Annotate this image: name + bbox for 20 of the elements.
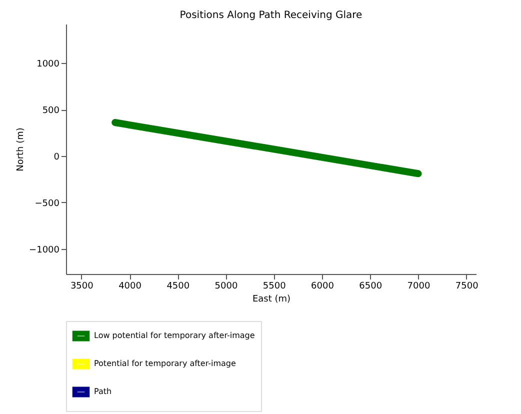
y-tick-label: −500 bbox=[34, 198, 60, 209]
legend-label: Path bbox=[94, 387, 112, 396]
x-tick-label: 4500 bbox=[166, 282, 190, 292]
legend-label: Low potential for temporary after-image bbox=[94, 331, 255, 340]
x-tick-label: 3500 bbox=[70, 282, 94, 292]
y-tick-label: 0 bbox=[54, 152, 60, 162]
x-tick-label: 4000 bbox=[118, 282, 142, 292]
x-axis-title: East (m) bbox=[252, 294, 291, 304]
y-tick-label: −1000 bbox=[29, 245, 60, 256]
y-tick-label: 1000 bbox=[36, 60, 60, 70]
x-tick-label: 7500 bbox=[455, 282, 479, 292]
x-tick-label: 7000 bbox=[407, 282, 430, 292]
legend-label: Potential for temporary after-image bbox=[94, 359, 236, 368]
y-axis-title: North (m) bbox=[16, 128, 26, 172]
x-tick-label: 5500 bbox=[262, 282, 286, 292]
x-tick-label: 6500 bbox=[359, 282, 382, 292]
x-tick-label: 6000 bbox=[311, 282, 334, 292]
y-tick-label: 500 bbox=[42, 106, 60, 116]
x-tick-label: 5000 bbox=[214, 282, 238, 292]
chart-title: Positions Along Path Receiving Glare bbox=[180, 10, 362, 21]
